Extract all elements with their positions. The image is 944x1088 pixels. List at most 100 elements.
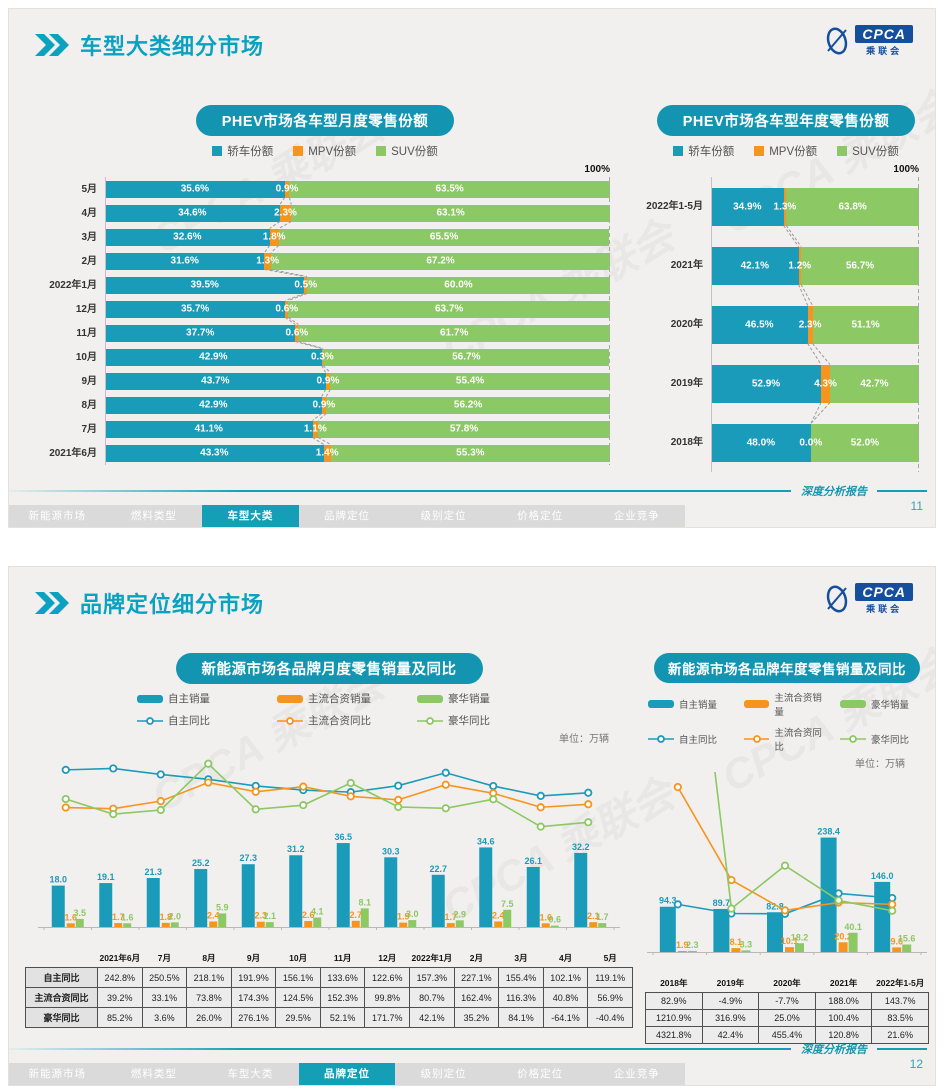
bar-segment-MPV份额: 0.9% <box>317 372 339 390</box>
bar-segment-轿车份额: 43.7% <box>105 372 326 390</box>
legend-item: SUV份额 <box>376 143 438 159</box>
nav-tab-4[interactable]: 品牌定位 <box>298 1063 396 1085</box>
bar-segment-SUV份额: 60.0% <box>306 276 610 294</box>
bar-segment-SUV份额: 57.8% <box>318 420 610 438</box>
nav-tab-6[interactable]: 价格定位 <box>517 510 564 522</box>
table-cell: 191.9% <box>230 967 277 988</box>
segment-value: 56.2% <box>453 399 483 411</box>
legend-label: 自主同比 <box>168 715 210 727</box>
category-label: 9月 <box>81 375 97 387</box>
bar-segment-MPV份额: 1.3% <box>256 252 279 270</box>
cpca-swoosh-icon <box>827 585 848 613</box>
chart-legend: 轿车份额 MPV份额 SUV份额 <box>27 143 623 159</box>
segment-value: 0.6% <box>275 303 299 315</box>
category-label: 12月 <box>75 303 97 315</box>
svg-text:3.0: 3.0 <box>406 909 419 919</box>
section-nav: 新能源市场 燃料类型 车型大类 品牌定位 级别定位 价格定位 企业竞争 <box>9 1063 685 1085</box>
legend-item: 自主销量 <box>648 690 734 718</box>
segment-value: 0.9% <box>312 399 336 411</box>
nav-tab-4[interactable]: 品牌定位 <box>324 510 371 522</box>
table-cell: 83.5% <box>871 1009 929 1027</box>
row-label: 自主同比 <box>25 967 98 988</box>
legend-lines: 自主同比 主流合资同比 豪华同比 <box>25 713 633 728</box>
nav-tab-3[interactable]: 车型大类 <box>202 505 299 527</box>
nav-tab-7[interactable]: 企业竞争 <box>613 510 660 522</box>
table-cell: 250.5% <box>141 967 188 988</box>
bar-series-豪华销量: 3.5 1.6 2.0 5.9 2.1 4.1 8.1 3.0 2.9 7.5 0.6 1.7 <box>73 897 609 927</box>
table-header-cell: 9月 <box>246 953 261 963</box>
table-cell: 99.8% <box>364 987 411 1008</box>
stacked-bar: 43.7% 0.9% 55.4% <box>105 372 610 390</box>
stacked-bar: 31.6% 1.3% 67.2% <box>105 252 611 270</box>
bar-segment-SUV份额: 63.8% <box>786 187 919 226</box>
bar-segment-MPV份额: 0.9% <box>313 396 335 414</box>
nav-tab-6[interactable]: 价格定位 <box>517 1068 564 1080</box>
category-label: 5月 <box>81 183 97 195</box>
bar-segment-SUV份额: 61.7% <box>298 324 610 342</box>
divider-line <box>9 1048 791 1050</box>
slide-brand-positioning: CPCA 乘联会 CPCA 乘联会 CPCA 乘联会 品牌定位细分市场 CPCA… <box>8 566 936 1086</box>
nav-tab-7[interactable]: 企业竞争 <box>613 1068 660 1080</box>
nav-tab-2[interactable]: 燃料类型 <box>130 1068 177 1080</box>
slide-header: 品牌定位细分市场 <box>35 587 264 619</box>
segment-value: 0.9% <box>275 183 299 195</box>
svg-text:94.3: 94.3 <box>659 896 677 906</box>
legend-item: 自主同比 <box>137 713 241 728</box>
nav-tab-2[interactable]: 燃料类型 <box>130 510 177 522</box>
svg-text:4.1: 4.1 <box>311 907 324 917</box>
bar-segment-MPV份额: 0.3% <box>311 348 334 366</box>
bar-segment-轿车份额: 31.6% <box>105 252 265 270</box>
nav-tab-5[interactable]: 级别定位 <box>420 510 467 522</box>
nav-tab-1[interactable]: 新能源市场 <box>28 1068 87 1080</box>
svg-text:18.2: 18.2 <box>791 932 809 942</box>
bar-segment-SUV份额: 55.4% <box>330 372 610 390</box>
stacked-bars-area: 2022年1-5月 34.9% 1.3% 63.8% 2021年 42.1% 1.2% 56.… <box>645 177 927 472</box>
svg-text:2.7: 2.7 <box>349 910 362 920</box>
table-cell: 188.0% <box>814 992 873 1010</box>
nav-tab-3[interactable]: 车型大类 <box>227 1068 274 1080</box>
legend-item: 主流合资销量 <box>277 691 381 706</box>
table-header-cell: 11月 <box>333 953 352 963</box>
slide-vehicle-type: CPCA 乘联会 CPCA 乘联会 CPCA 乘联会 车型大类细分市场 CPCA… <box>8 8 936 528</box>
row-label: 主流合资同比 <box>25 987 98 1008</box>
report-label: 深度分析报告 <box>801 1044 867 1056</box>
axis-100-label: 100% <box>584 164 610 175</box>
line-series-主流合资同比 <box>61 778 593 813</box>
segment-value: 57.8% <box>449 423 479 435</box>
nav-tab-5[interactable]: 级别定位 <box>420 1068 467 1080</box>
svg-text:3.3: 3.3 <box>740 939 753 949</box>
footer-divider: 深度分析报告 <box>9 1041 935 1057</box>
svg-text:1.6: 1.6 <box>64 912 77 922</box>
table-row: 豪华同比 85.2% 3.6% 26.0% 276.1% 29.5% 52.1% 171.7%… <box>25 1007 633 1028</box>
chart-nev-monthly-sales: 新能源市场各品牌月度零售销量及同比 自主销量 主流合资销量 豪华销量 自主同比 主流合… <box>25 653 633 1028</box>
nav-tab-1[interactable]: 新能源市场 <box>28 510 87 522</box>
table-cell: 156.1% <box>275 967 321 988</box>
legend-swatch <box>754 146 765 156</box>
svg-text:1.8: 1.8 <box>159 912 172 922</box>
bar-segment-轿车份额: 46.5% <box>711 305 808 344</box>
category-label: 2019年 <box>670 377 703 389</box>
chart-title-pill: 新能源市场各品牌年度零售销量及同比 <box>654 653 920 683</box>
bar-segment-轿车份额: 32.6% <box>105 228 270 246</box>
yoy-table: 2021年6月 7月 8月 9月 10月 11月 12月 2022年1月 2月 3月 4月 5月 自主同… <box>25 949 633 1028</box>
legend-swatch <box>376 146 387 156</box>
svg-text:20.2: 20.2 <box>834 931 852 941</box>
table-header-cell: 3月 <box>514 953 528 963</box>
table-header-cell: 5月 <box>603 953 617 963</box>
bar-segment-轿车份额: 41.1% <box>105 420 313 438</box>
chart-nev-yearly-sales: 新能源市场各品牌年度零售销量及同比 自主销量 主流合资销量 豪华销量 自主同比 主流合… <box>645 653 929 1044</box>
segment-value: 61.7% <box>439 327 469 339</box>
cpca-swoosh-icon <box>827 27 848 55</box>
bar-segment-SUV份额: 56.7% <box>323 348 610 366</box>
legend-label: 自主销量 <box>168 693 210 705</box>
table-cell: 124.5% <box>275 987 321 1008</box>
legend-swatch <box>744 700 770 708</box>
table-header-cell: 2020年 <box>773 978 801 988</box>
segment-value: 4.3% <box>814 378 837 389</box>
table-cell: 42.1% <box>409 1007 455 1028</box>
double-chevron-icon <box>35 34 69 56</box>
segment-value: 1.1% <box>303 423 327 435</box>
table-row: 主流合资同比 39.2% 33.1% 73.8% 174.3% 124.5% 152.3% 9… <box>25 987 633 1008</box>
svg-text:82.8: 82.8 <box>766 901 784 911</box>
table-cell: 155.4% <box>498 967 544 988</box>
